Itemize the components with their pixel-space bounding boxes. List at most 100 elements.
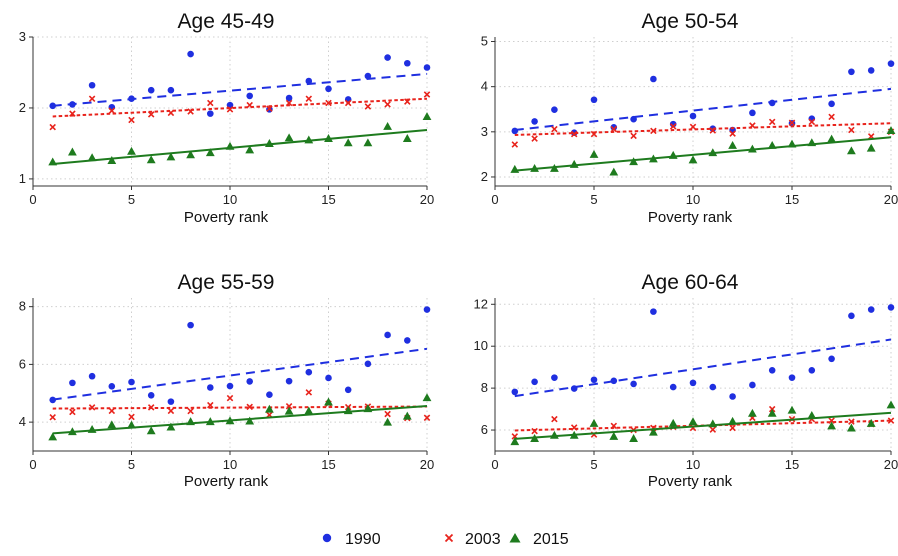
- point-2003: [610, 422, 618, 430]
- x-axis-title: Poverty rank: [184, 209, 269, 226]
- point-1990: [531, 118, 538, 125]
- point-2003: [709, 426, 717, 433]
- point-2015: [324, 134, 333, 142]
- point-1990: [384, 331, 391, 339]
- point-2015: [107, 156, 117, 164]
- point-2015: [866, 143, 876, 152]
- fit-line-1990: [52, 347, 428, 401]
- y-tick-label: 10: [474, 338, 488, 353]
- point-1990: [344, 386, 352, 394]
- point-2015: [363, 138, 373, 147]
- point-2003: [108, 107, 116, 115]
- point-2015: [68, 147, 77, 156]
- panel-age-55-59: Age 55-59 Poverty rank 0 5 10 15 20 4 6 8: [19, 271, 434, 490]
- panel-age-50-54: Age 50-54 Poverty rank 0 5 10 15 20 2 3 4 5: [481, 10, 898, 226]
- point-1990: [551, 106, 558, 113]
- point-1990: [729, 393, 736, 400]
- x-tick-label: 20: [884, 192, 898, 207]
- fit-line-1990: [514, 338, 892, 398]
- point-2015: [609, 167, 619, 176]
- point-2015: [383, 417, 392, 426]
- point-1990: [226, 382, 234, 390]
- panel-age-45-49: Age 45-49 Poverty rank 0 5 10 15 20 1 2 3: [19, 10, 434, 226]
- point-1990: [285, 377, 293, 385]
- point-2003: [610, 125, 618, 133]
- point-2015: [609, 431, 619, 440]
- point-1990: [590, 376, 598, 384]
- point-2003: [128, 413, 135, 421]
- point-2015: [383, 122, 392, 130]
- point-2015: [728, 140, 737, 149]
- point-2015: [284, 133, 294, 142]
- point-2003: [650, 127, 657, 135]
- fit-line-1990: [52, 72, 428, 107]
- x-tick-label: 5: [128, 192, 135, 207]
- point-2015: [589, 149, 599, 158]
- y-tick-label: 3: [481, 124, 488, 139]
- point-1990: [867, 67, 875, 74]
- point-2003: [69, 408, 76, 416]
- panel-title: Age 55-59: [178, 271, 275, 294]
- point-1990: [709, 383, 717, 391]
- y-tick-label: 1: [19, 171, 26, 186]
- point-2003: [828, 113, 835, 121]
- point-2003: [689, 123, 697, 131]
- point-2015: [363, 404, 373, 413]
- point-1990: [404, 337, 411, 344]
- point-2015: [127, 146, 136, 155]
- point-1990: [207, 384, 214, 391]
- point-2003: [344, 99, 352, 107]
- point-2003: [285, 402, 293, 410]
- y-tick-label: 3: [19, 29, 26, 44]
- point-1990: [511, 388, 519, 396]
- y-tick-label: 4: [481, 79, 488, 94]
- point-1990: [108, 383, 116, 390]
- point-1990: [768, 99, 776, 107]
- point-1990: [650, 308, 657, 315]
- point-2003: [423, 91, 431, 98]
- point-2003: [167, 407, 175, 415]
- point-1990: [828, 100, 835, 108]
- point-1990: [689, 112, 697, 120]
- point-2003: [384, 410, 391, 418]
- point-2003: [828, 417, 835, 424]
- point-2003: [887, 417, 895, 424]
- point-2015: [530, 163, 539, 172]
- point-2015: [324, 397, 333, 406]
- x-tick-label: 15: [785, 192, 799, 207]
- point-2015: [550, 163, 559, 172]
- point-1990: [511, 127, 519, 135]
- point-1990: [325, 85, 332, 93]
- point-2003: [128, 116, 135, 124]
- point-1990: [384, 54, 391, 61]
- point-2003: [531, 427, 538, 435]
- point-1990: [531, 378, 538, 386]
- point-2003: [570, 130, 578, 138]
- point-2015: [569, 159, 579, 168]
- point-2015: [304, 135, 314, 144]
- point-1990: [207, 110, 214, 117]
- y-tick-label: 2: [19, 100, 26, 115]
- point-1990: [828, 355, 835, 363]
- point-1990: [246, 378, 253, 385]
- x-tick-label: 0: [491, 192, 498, 207]
- point-1990: [848, 312, 855, 320]
- fit-line-2003: [52, 97, 428, 118]
- point-2015: [127, 420, 136, 429]
- point-2015: [787, 139, 797, 148]
- point-1990: [551, 374, 558, 381]
- point-2015: [205, 148, 215, 157]
- point-1990: [788, 374, 796, 381]
- point-2015: [748, 408, 757, 417]
- point-2003: [848, 126, 855, 134]
- point-2015: [688, 155, 698, 164]
- point-2003: [423, 414, 431, 422]
- point-2003: [325, 99, 332, 107]
- x-tick-label: 5: [590, 192, 597, 207]
- x-tick-label: 10: [223, 192, 237, 207]
- point-1990: [49, 102, 56, 110]
- x-tick-label: 0: [491, 457, 498, 472]
- point-2015: [225, 141, 235, 150]
- point-2015: [166, 422, 176, 431]
